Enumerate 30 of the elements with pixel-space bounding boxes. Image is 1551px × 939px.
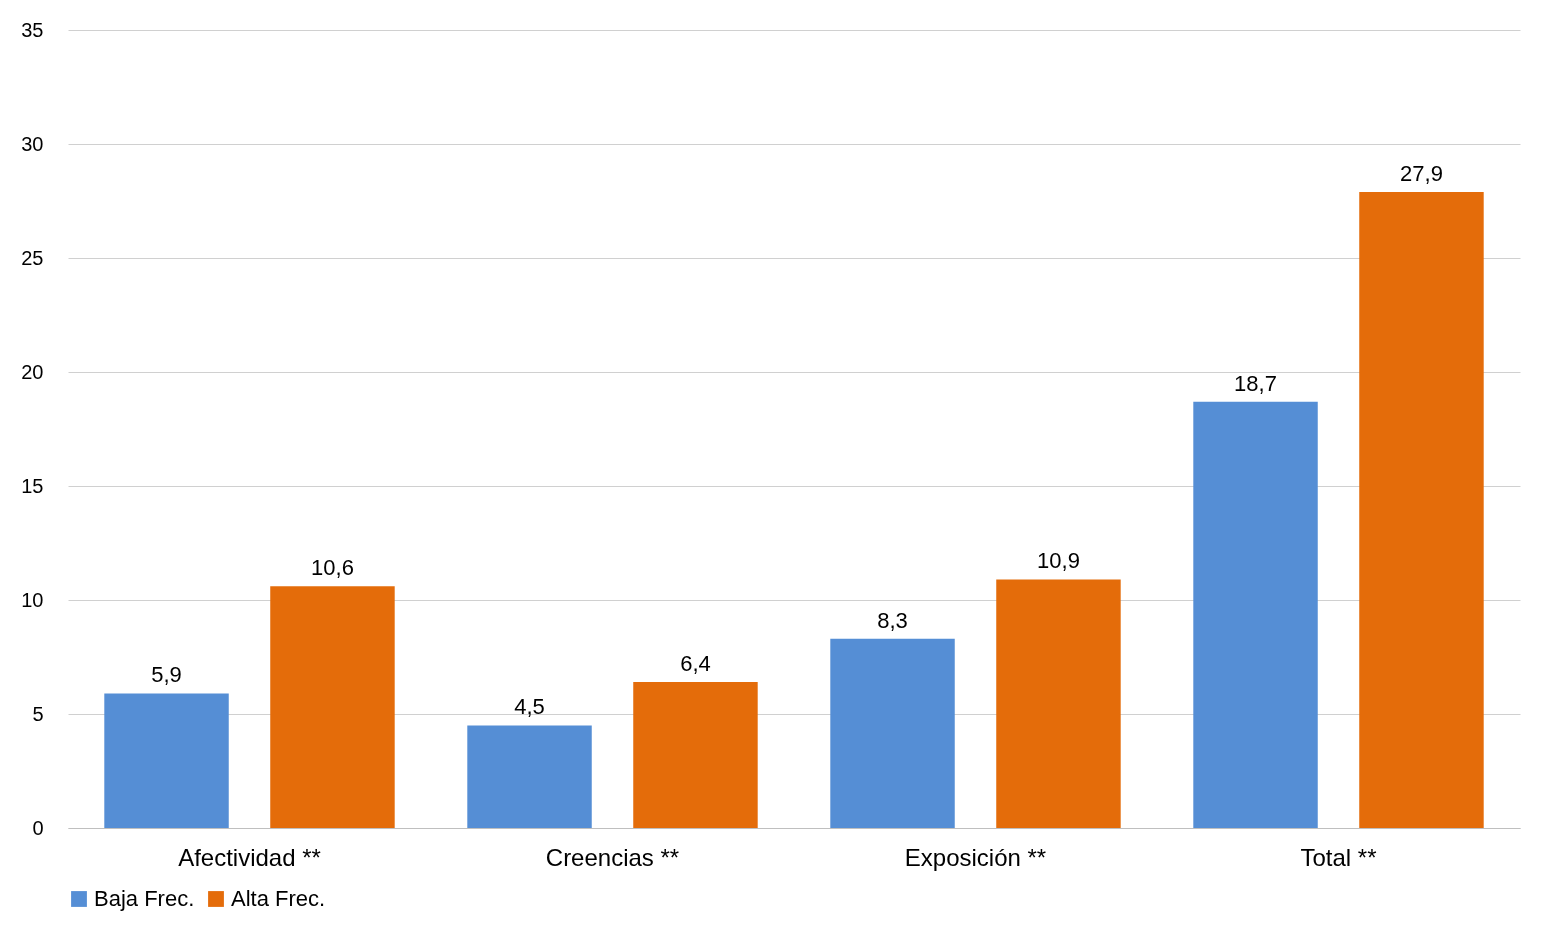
x-tick-label: Afectividad **: [178, 843, 321, 871]
legend-label: Baja Frec.: [94, 886, 195, 911]
y-tick-label: 15: [21, 474, 44, 497]
y-tick-label: 10: [21, 588, 44, 611]
y-tick-label: 20: [21, 360, 44, 383]
bar: [633, 682, 758, 828]
data-label: 6,4: [680, 651, 711, 677]
data-label: 8,3: [877, 607, 908, 633]
y-tick-label: 30: [21, 132, 44, 155]
data-label: 10,9: [1037, 548, 1080, 574]
y-tick-label: 5: [32, 702, 44, 725]
bar: [104, 693, 229, 828]
y-tick-label: 25: [21, 246, 44, 269]
data-label: 4,5: [514, 694, 545, 720]
data-label: 10,6: [311, 555, 354, 581]
y-tick-label: 35: [21, 18, 44, 41]
bar: [270, 586, 395, 828]
legend-label: Alta Frec.: [231, 886, 326, 911]
bar: [996, 579, 1121, 828]
bar: [467, 725, 592, 828]
x-tick-label: Creencias **: [545, 843, 680, 871]
bar: [1359, 191, 1484, 828]
data-label: 5,9: [151, 662, 182, 688]
data-label: 27,9: [1400, 160, 1443, 186]
x-tick-label: Total **: [1300, 843, 1377, 871]
data-label: 18,7: [1234, 370, 1277, 396]
x-tick-label: Exposición **: [904, 843, 1047, 871]
bar: [830, 638, 955, 828]
bar: [1193, 401, 1318, 828]
y-tick-label: 0: [32, 816, 44, 839]
